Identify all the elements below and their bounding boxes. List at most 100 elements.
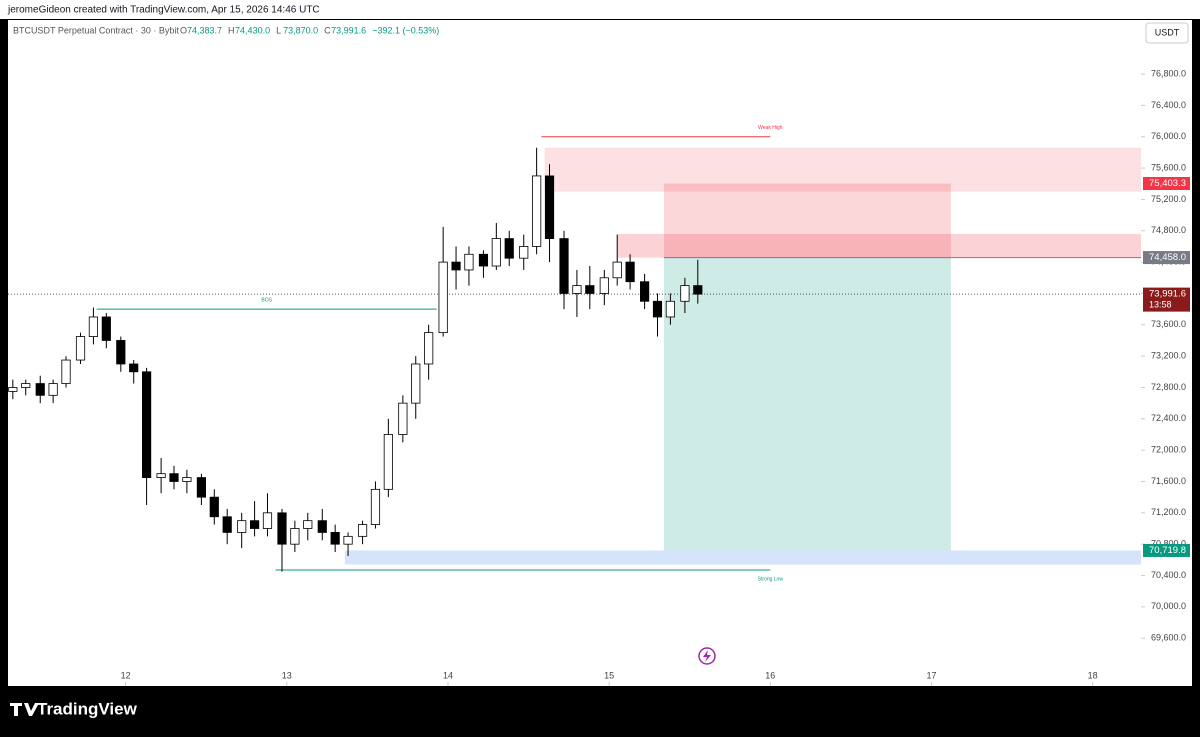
candle-body <box>357 524 368 537</box>
x-tick-label: 12 <box>121 670 131 680</box>
candle-body <box>209 496 219 518</box>
candle-body <box>101 316 111 341</box>
candle-body <box>532 175 542 247</box>
y-tick-label: 74,800.0 <box>1151 225 1186 235</box>
x-tick-label: 13 <box>282 670 292 680</box>
candle-body <box>222 516 232 533</box>
level-label: Weak High <box>758 125 783 131</box>
price-tag-label: 74,458.0 <box>1149 252 1186 263</box>
candle-body <box>249 520 260 529</box>
y-tick-label: 76,000.0 <box>1151 131 1186 141</box>
candle-body <box>343 535 353 545</box>
x-tick-label: 14 <box>443 670 453 680</box>
candle-body <box>370 488 381 525</box>
candle-body <box>424 332 434 365</box>
candle-body <box>317 520 327 533</box>
zone <box>544 147 1141 192</box>
candle-body <box>612 261 622 279</box>
price-tag-label: 70,719.8 <box>1149 545 1186 556</box>
candle-body <box>640 281 650 302</box>
candle-body <box>129 363 139 373</box>
candle-body <box>21 383 31 388</box>
candle-body <box>75 336 86 361</box>
y-tick-label: 76,400.0 <box>1151 100 1186 110</box>
candle-body <box>544 175 555 240</box>
brand-logo <box>10 703 39 716</box>
level-label: Strong Low <box>758 576 784 582</box>
countdown: 13:58 <box>1149 299 1172 309</box>
candle-body <box>237 520 247 533</box>
y-tick-label: 72,400.0 <box>1151 413 1186 423</box>
event-icon[interactable] <box>698 647 716 665</box>
candle-body <box>398 402 408 435</box>
x-tick-label: 18 <box>1088 670 1098 680</box>
quote-key: C <box>324 25 331 35</box>
attribution: jeromeGideon created with TradingView.co… <box>7 5 320 16</box>
chart-pane <box>8 20 1192 686</box>
y-tick-label: 70,800.0 <box>1151 539 1186 549</box>
candle-body <box>478 253 489 267</box>
currency-button[interactable] <box>1145 22 1189 44</box>
candle-body <box>156 473 166 478</box>
candle-body <box>277 512 287 545</box>
target-zone <box>663 257 951 551</box>
candle-body <box>680 285 690 302</box>
candle-body <box>665 300 675 318</box>
y-tick-label: 72,000.0 <box>1151 445 1186 455</box>
y-tick-label: 72,800.0 <box>1151 382 1186 392</box>
candle-body <box>585 285 595 294</box>
x-tick-label: 17 <box>926 670 936 680</box>
candle-body <box>169 473 179 482</box>
candle-body <box>61 359 71 384</box>
quote-value: 74,430.0 <box>235 25 270 35</box>
quote-key: O <box>180 25 187 35</box>
quote-value: 73,991.6 <box>331 25 366 35</box>
quote-value: 73,870.0 <box>283 25 318 35</box>
quote-value: 74,383.7 <box>187 25 222 35</box>
candle-body <box>652 300 663 318</box>
quote-change: −392.1 (−0.53%) <box>372 25 439 35</box>
level-label: BOS <box>261 297 272 303</box>
candle-body <box>8 387 18 392</box>
y-tick-label: 75,600.0 <box>1151 162 1186 172</box>
event-bolt <box>703 650 711 662</box>
currency[interactable]: USDT <box>1155 27 1180 37</box>
stop-zone <box>663 183 951 258</box>
candle-body <box>411 363 421 404</box>
quote-key: H <box>228 25 235 35</box>
candle-body <box>182 477 192 482</box>
zone <box>617 233 1141 258</box>
price-tag <box>1143 176 1190 190</box>
candle-body <box>88 316 99 337</box>
y-tick-label: 71,600.0 <box>1151 476 1186 486</box>
candle-body <box>142 371 152 478</box>
candle-body <box>451 261 461 271</box>
symbol: BTCUSDT Perpetual Contract · 30 · Bybit <box>13 25 179 35</box>
candle-body <box>504 238 514 259</box>
candle-body <box>262 512 273 529</box>
candle-body <box>35 383 45 396</box>
candle-body <box>196 477 206 498</box>
y-tick-label: 70,400.0 <box>1151 570 1186 580</box>
candle-body <box>572 285 582 294</box>
y-tick-label: 73,200.0 <box>1151 351 1186 361</box>
zone <box>344 550 1141 565</box>
candle-body <box>303 520 313 529</box>
candle-body <box>330 532 340 545</box>
y-tick-label: 69,600.0 <box>1151 633 1186 643</box>
price-tag <box>1143 543 1190 557</box>
x-tick-label: 15 <box>604 670 614 680</box>
y-tick-label: 73,600.0 <box>1151 319 1186 329</box>
price-tag-label: 75,403.3 <box>1149 178 1186 189</box>
candle-body <box>48 383 58 396</box>
candle-body <box>599 277 609 294</box>
price-tag <box>1143 287 1190 312</box>
candle-body <box>438 261 448 334</box>
candle-body <box>383 434 393 490</box>
candle-body <box>464 253 474 271</box>
candle-body <box>693 285 703 295</box>
y-tick-label: 71,200.0 <box>1151 507 1186 517</box>
price-tag-label: 73,991.6 <box>1149 289 1186 300</box>
candle-body <box>491 238 501 267</box>
